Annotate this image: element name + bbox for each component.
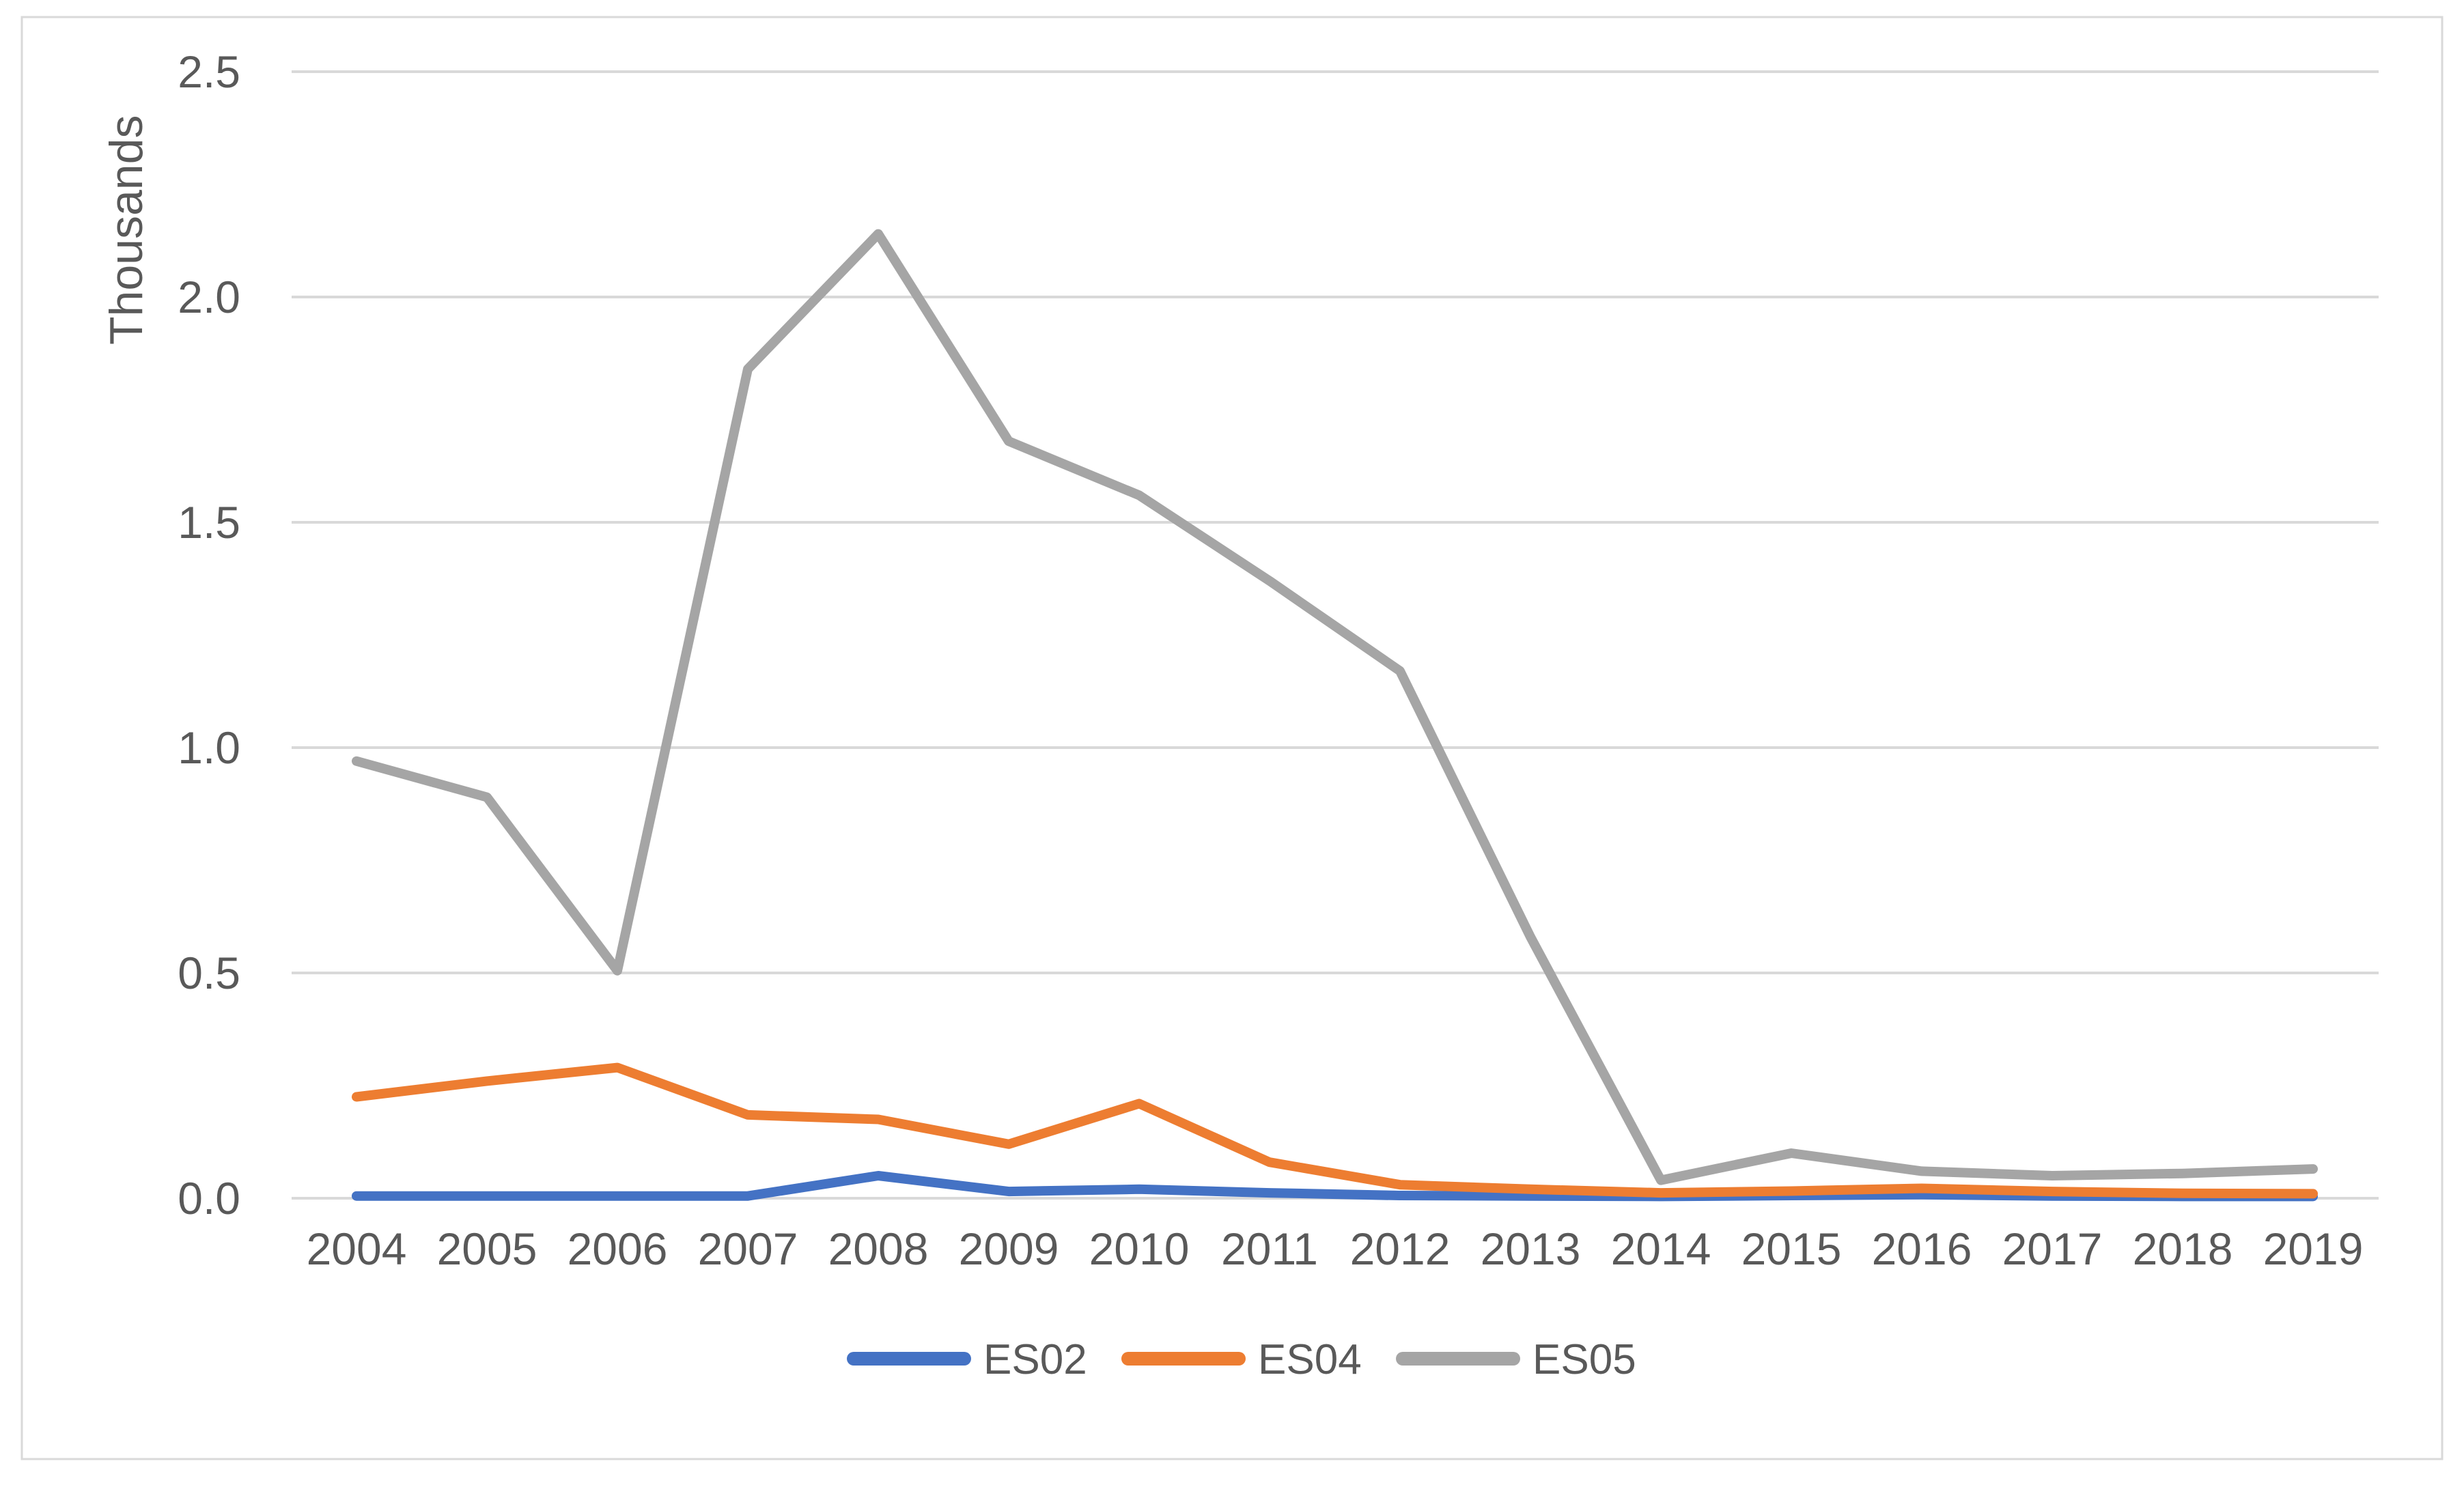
x-tick-label: 2014	[1611, 1224, 1711, 1274]
x-tick-label: 2015	[1741, 1224, 1842, 1274]
legend-label-ES05: ES05	[1532, 1336, 1636, 1383]
x-tick-label: 2019	[2263, 1224, 2364, 1274]
y-axis-unit-label: Thousands	[100, 115, 152, 345]
x-tick-label: 2011	[1221, 1224, 1318, 1274]
x-tick-label: 2006	[568, 1224, 668, 1274]
series-line-ES02	[352, 1171, 2318, 1202]
y-tick-label: 2.5	[178, 46, 240, 97]
legend-item-ES05[interactable]: ES05	[1396, 1336, 1636, 1383]
series-line-ES04	[352, 1062, 2318, 1199]
y-tick-label: 0.0	[178, 1173, 240, 1224]
x-tick-label: 2009	[959, 1224, 1059, 1274]
x-tick-label: 2012	[1350, 1224, 1451, 1274]
x-tick-label: 2013	[1481, 1224, 1581, 1274]
x-tick-label: 2004	[307, 1224, 407, 1274]
series-lines	[352, 229, 2318, 1202]
legend-item-ES04[interactable]: ES04	[1121, 1336, 1362, 1383]
x-tick-label: 2005	[437, 1224, 537, 1274]
x-tick-label: 2018	[2133, 1224, 2233, 1274]
legend-label-ES02: ES02	[983, 1336, 1087, 1383]
y-axis-tick-labels: 0.0 0.5 1.0 1.5 2.0 2.5	[178, 46, 240, 1224]
x-tick-label: 2010	[1089, 1224, 1190, 1274]
y-tick-label: 0.5	[178, 948, 240, 998]
x-tick-label: 2008	[828, 1224, 929, 1274]
x-tick-label: 2016	[1872, 1224, 1972, 1274]
x-axis-tick-labels: 2004 2005 2006 2007 2008 2009 2010 2011 2012 2013…	[307, 1224, 2364, 1274]
y-tick-label: 2.0	[178, 272, 240, 322]
legend: ES02 ES04 ES05	[847, 1336, 1636, 1383]
x-tick-label: 2017	[2002, 1224, 2103, 1274]
x-tick-label: 2007	[698, 1224, 798, 1274]
y-tick-label: 1.0	[178, 722, 240, 773]
series-line-ES05	[352, 229, 2318, 1185]
legend-item-ES02[interactable]: ES02	[847, 1336, 1087, 1383]
legend-label-ES04: ES04	[1258, 1336, 1362, 1383]
chart-border	[20, 16, 2444, 1460]
y-tick-label: 1.5	[178, 497, 240, 548]
